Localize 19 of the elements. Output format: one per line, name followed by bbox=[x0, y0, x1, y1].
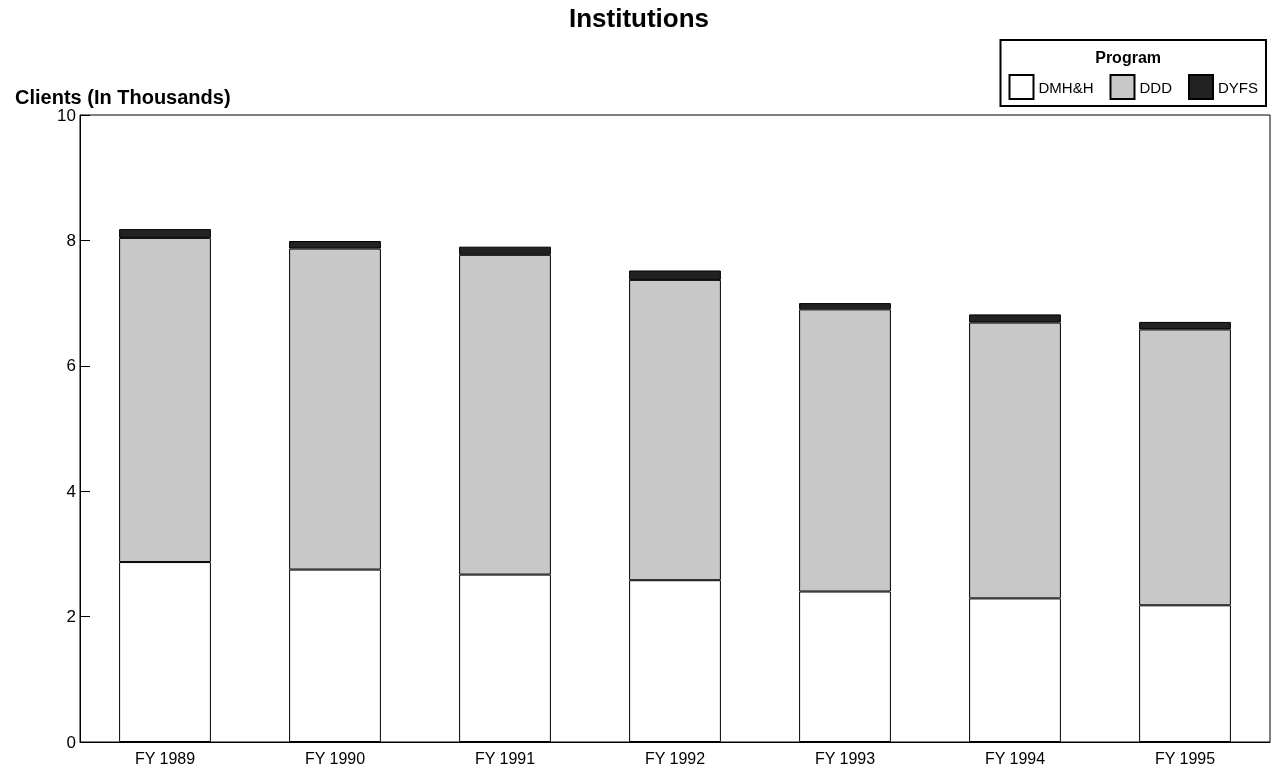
x-tick-label: FY 1995 bbox=[1154, 749, 1216, 767]
legend-label: DDD bbox=[1139, 78, 1173, 96]
chart-title: Institutions bbox=[568, 3, 710, 33]
x-tick-label: FY 1990 bbox=[304, 749, 366, 767]
y-tick-label: 6 bbox=[66, 356, 76, 376]
y-tick-label: 4 bbox=[66, 481, 76, 501]
x-tick-label: FY 1991 bbox=[474, 749, 536, 767]
x-tick-label: FY 1994 bbox=[984, 749, 1046, 767]
x-tick-label: FY 1993 bbox=[814, 749, 876, 767]
x-tick-label: FY 1992 bbox=[644, 749, 706, 767]
y-tick-label: 2 bbox=[66, 607, 76, 627]
legend-label: DMH&H bbox=[1038, 78, 1094, 96]
y-axis-title: Clients (In Thousands) bbox=[15, 86, 231, 108]
y-tick-label: 8 bbox=[66, 230, 76, 250]
x-tick-label: FY 1989 bbox=[134, 749, 196, 767]
y-tick-label: 0 bbox=[66, 732, 76, 752]
legend-title: Program bbox=[1095, 48, 1161, 66]
y-tick-label: 10 bbox=[57, 105, 76, 125]
legend-label: DYFS bbox=[1218, 78, 1259, 96]
